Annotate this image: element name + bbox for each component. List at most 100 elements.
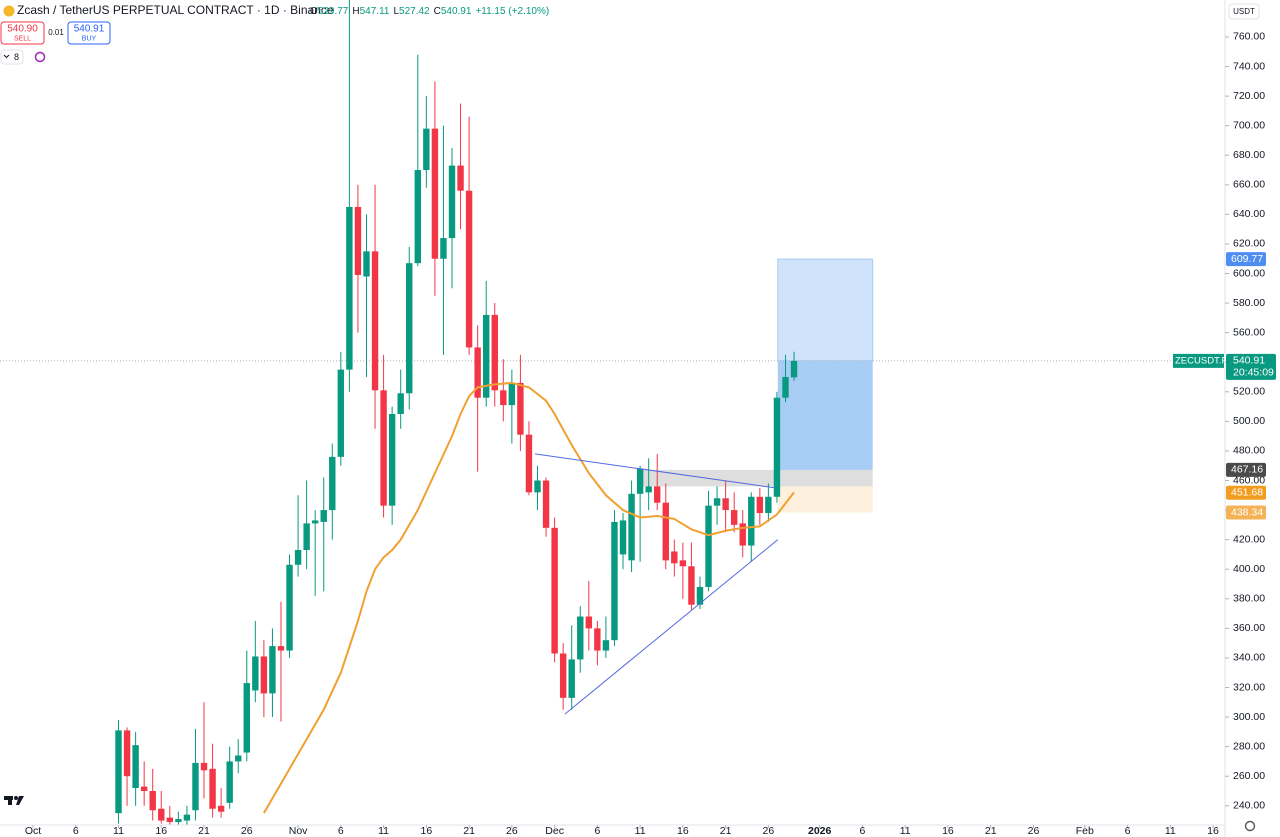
candle-body: [132, 745, 139, 789]
candle-body: [397, 393, 404, 414]
sell-label[interactable]: SELL: [14, 35, 31, 42]
candle-body: [465, 190, 473, 348]
ohlc-value: 540.91: [441, 6, 472, 17]
y-tick-label: 520.00: [1233, 386, 1265, 398]
candle-body: [765, 496, 772, 514]
candle-body: [525, 434, 533, 493]
candle-body: [491, 314, 498, 391]
x-tick-label: Dec: [545, 825, 564, 837]
y-tick-label: 500.00: [1233, 415, 1265, 427]
candle-body: [636, 468, 644, 494]
candle-body: [534, 480, 541, 493]
candle-body: [542, 480, 550, 528]
y-tick-label: 720.00: [1233, 90, 1265, 102]
candle-body: [183, 814, 191, 821]
x-tick-label: 2026: [808, 825, 832, 837]
candle-body: [705, 505, 712, 587]
settings-icon[interactable]: [1244, 820, 1256, 832]
y-tick-label: 660.00: [1233, 179, 1265, 191]
candle-body: [260, 656, 268, 694]
symbol-title: Zcash / TetherUS PERPETUAL CONTRACT · 1D…: [17, 3, 334, 17]
x-tick-label: 16: [155, 825, 167, 837]
indicator-count[interactable]: 8: [14, 52, 19, 62]
resistance-zone: [640, 469, 873, 487]
candle-body: [662, 502, 669, 561]
price-label-box: [1226, 505, 1266, 520]
profit-area: [777, 258, 874, 362]
sync-icon[interactable]: [34, 51, 46, 63]
candle-body: [730, 510, 738, 525]
x-tick-label: 26: [763, 825, 775, 837]
spread: 0.01: [48, 28, 64, 37]
trendline: [564, 539, 779, 715]
candle-body: [192, 762, 199, 811]
x-tick-label: 11: [378, 825, 389, 837]
candle-body: [209, 768, 216, 809]
candle-body: [277, 646, 285, 651]
x-tick-label: 11: [113, 825, 124, 837]
buy-label[interactable]: BUY: [82, 35, 97, 42]
buy-price[interactable]: 540.91: [74, 24, 105, 35]
candle-body: [252, 656, 259, 691]
y-tick-label: 320.00: [1233, 681, 1265, 693]
y-tick-label: 340.00: [1233, 652, 1265, 664]
moving-average: [263, 381, 795, 814]
buy-button[interactable]: [67, 21, 111, 45]
candle-body: [431, 128, 439, 259]
candle-body: [696, 586, 704, 605]
candle-body: [688, 566, 695, 605]
x-tick-label: 6: [594, 825, 600, 837]
price-label: 467.16: [1231, 464, 1263, 476]
ohlc-value: 547.11: [360, 6, 390, 17]
y-tick-label: 240.00: [1233, 800, 1265, 812]
candle-body: [508, 382, 516, 406]
candle-body: [414, 170, 421, 264]
candle-body: [243, 683, 250, 753]
sell-button[interactable]: [0, 21, 45, 45]
candle-body: [346, 206, 353, 370]
y-tick-label: 420.00: [1233, 533, 1265, 545]
x-tick-label: 11: [1165, 825, 1176, 837]
x-tick-label: 21: [720, 825, 732, 837]
candle-body: [628, 493, 635, 561]
candle-body: [286, 564, 293, 651]
candle-body: [654, 486, 661, 503]
sell-price[interactable]: 540.90: [7, 24, 38, 35]
candle-body: [722, 498, 729, 511]
y-tick-label: 560.00: [1233, 326, 1265, 338]
candle-body: [363, 251, 370, 277]
x-tick-label: 26: [241, 825, 253, 837]
candle-body: [559, 653, 567, 698]
price-label: 609.77: [1231, 253, 1263, 265]
candle-body: [269, 646, 276, 694]
coin-logo: [3, 5, 15, 17]
candle-body: [329, 456, 336, 511]
y-tick-label: 680.00: [1233, 149, 1265, 161]
tv-logo: [4, 796, 24, 805]
candle-body: [619, 520, 627, 555]
ohlc-value: 529.77: [318, 6, 349, 17]
x-tick-label: 6: [338, 825, 344, 837]
support-area: [777, 486, 873, 513]
y-tick-label: 400.00: [1233, 563, 1265, 575]
indicator-toggle[interactable]: [0, 49, 24, 65]
candle-body: [611, 521, 618, 641]
currency-label[interactable]: USDT: [1233, 7, 1255, 16]
x-tick-label: 11: [635, 825, 646, 837]
candle-body: [474, 347, 481, 398]
candle-body: [448, 165, 456, 239]
candle-body: [577, 616, 584, 660]
x-tick-label: 21: [463, 825, 475, 837]
y-tick-label: 760.00: [1233, 31, 1265, 43]
ohlc-key: H: [352, 6, 359, 17]
y-tick-label: 620.00: [1233, 238, 1265, 250]
y-tick-label: 460.00: [1233, 474, 1265, 486]
candle-body: [739, 523, 746, 546]
plot-area: [0, 0, 1225, 825]
ohlc-key: C: [434, 6, 441, 17]
candle-body: [217, 805, 225, 812]
x-tick-label: 6: [73, 825, 79, 837]
countdown: 20:45:09: [1233, 367, 1274, 379]
y-tick-label: 280.00: [1233, 740, 1265, 752]
currency-button[interactable]: [1228, 3, 1260, 20]
